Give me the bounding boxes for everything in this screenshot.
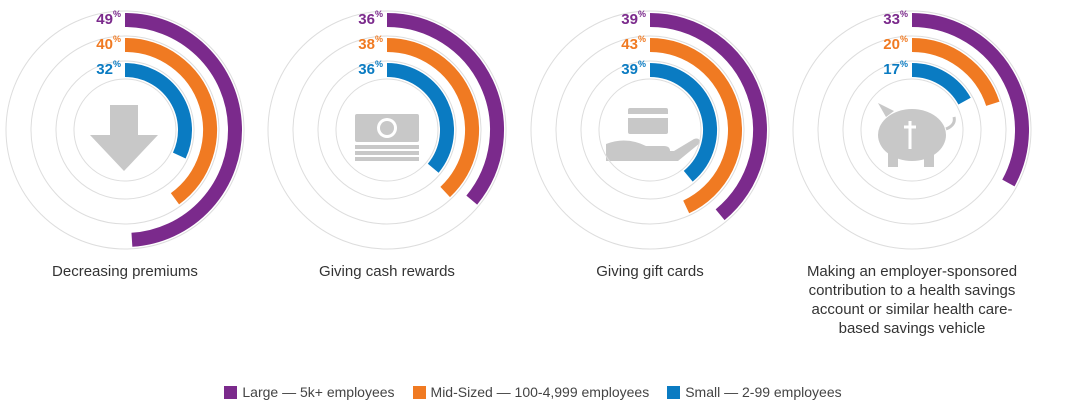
ring-guide [555, 35, 745, 225]
arc-bar [124, 63, 192, 159]
unit: % [638, 9, 646, 19]
data-label: 49% [96, 9, 121, 28]
data-label: 36% [358, 9, 383, 28]
ring-guide [598, 78, 702, 182]
unit: % [375, 59, 383, 69]
value: 39 [621, 11, 638, 28]
value: 43 [621, 36, 638, 53]
data-label: 43% [621, 34, 646, 53]
piggy-bank-icon [878, 103, 956, 167]
arc-bar [124, 38, 217, 205]
arc-bar [911, 63, 971, 105]
data-label: 39% [621, 9, 646, 28]
ring-guide [5, 10, 245, 250]
ring-guide [267, 10, 507, 250]
unit: % [638, 59, 646, 69]
category-label: Giving cash rewards [319, 263, 455, 280]
arc-bar [649, 38, 742, 214]
arc-bar [386, 13, 504, 205]
unit: % [638, 34, 646, 44]
data-label: 17% [883, 59, 908, 78]
data-label: 38% [358, 34, 383, 53]
value: 49 [96, 11, 113, 28]
cash-icon [355, 114, 419, 161]
ring-guide [817, 35, 1007, 225]
category-label: Making an employer-sponsored contributio… [806, 263, 1018, 337]
ring-guide [530, 10, 770, 250]
legend-item: Mid-Sized — 100-4,999 employees [412, 384, 650, 400]
legend-label: Large — 5k+ employees [242, 384, 395, 400]
value: 20 [883, 36, 900, 53]
arc-bar [649, 63, 717, 182]
arc-bar [911, 13, 1029, 187]
value: 32 [96, 61, 113, 78]
ring-guide [335, 78, 439, 182]
ring-guide [860, 78, 964, 182]
icons [90, 103, 956, 171]
data-label: 20% [883, 34, 908, 53]
legend-item: Large — 5k+ employees [224, 384, 395, 400]
ring-guide [842, 60, 982, 200]
arc-bar [386, 38, 479, 198]
value: 39 [621, 61, 638, 78]
ring-guide [30, 35, 220, 225]
arrow-icon [90, 105, 158, 171]
unit: % [113, 59, 121, 69]
ring-guide [55, 60, 195, 200]
value: 38 [358, 36, 375, 53]
legend-swatch [667, 385, 681, 399]
unit: % [375, 34, 383, 44]
legend-swatch [412, 385, 426, 399]
legend-item: Small — 2-99 employees [667, 384, 842, 400]
ring-guide [73, 78, 177, 182]
arc-bar [386, 63, 454, 173]
value: 36 [358, 61, 375, 78]
value: 36 [358, 11, 375, 28]
data-label: 39% [621, 59, 646, 78]
data-label: 36% [358, 59, 383, 78]
unit: % [900, 34, 908, 44]
value: 33 [883, 11, 900, 28]
legend: Large — 5k+ employees Mid-Sized — 100-4,9… [0, 384, 1066, 400]
gift-card-icon [606, 108, 700, 161]
arc-bar [649, 13, 767, 221]
ring-guide [580, 60, 720, 200]
unit: % [900, 9, 908, 19]
legend-swatch [224, 385, 238, 399]
data-label: 32% [96, 59, 121, 78]
ring-guide [792, 10, 1032, 250]
ring-guide [317, 60, 457, 200]
legend-label: Mid-Sized — 100-4,999 employees [430, 384, 650, 400]
category-label: Giving gift cards [596, 263, 704, 280]
value: 40 [96, 36, 113, 53]
category-label: Decreasing premiums [52, 263, 198, 280]
arc-bar [124, 13, 242, 247]
unit: % [375, 9, 383, 19]
value: 17 [883, 61, 900, 78]
data-label: 33% [883, 9, 908, 28]
unit: % [113, 9, 121, 19]
arc-bar [911, 38, 1000, 107]
unit: % [900, 59, 908, 69]
data-label: 40% [96, 34, 121, 53]
ring-guide [292, 35, 482, 225]
unit: % [113, 34, 121, 44]
legend-label: Small — 2-99 employees [685, 384, 842, 400]
